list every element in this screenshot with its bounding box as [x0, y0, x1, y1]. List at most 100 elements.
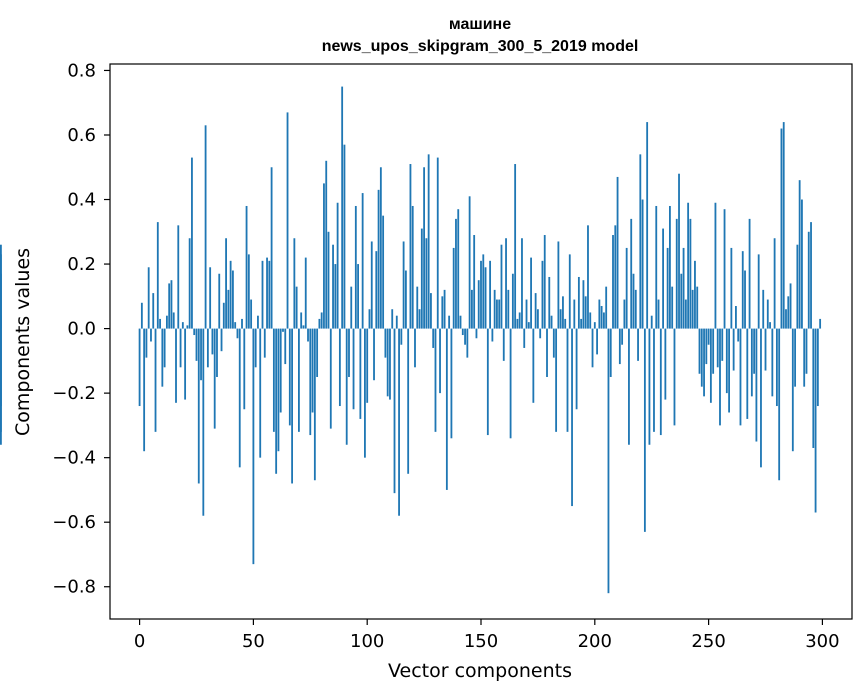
bar	[270, 167, 273, 329]
bar	[263, 328, 266, 358]
bar	[234, 322, 237, 329]
bar	[543, 235, 546, 329]
bar	[370, 241, 373, 329]
bar	[691, 289, 694, 329]
bar	[589, 312, 592, 329]
bar	[423, 167, 426, 329]
bar	[436, 157, 439, 329]
bar	[568, 254, 571, 329]
bar	[719, 328, 721, 426]
y-tick-label: 0.4	[67, 190, 96, 211]
bar	[659, 328, 662, 436]
bar	[241, 318, 243, 329]
bar	[716, 328, 719, 368]
bar	[334, 264, 337, 329]
bar	[523, 328, 526, 348]
bar	[814, 328, 817, 513]
bar	[477, 280, 480, 329]
bar	[780, 128, 783, 329]
bar	[555, 328, 558, 432]
bar	[357, 264, 359, 329]
bar	[184, 328, 187, 400]
bar	[709, 328, 712, 403]
x-tick-label: 250	[691, 631, 725, 652]
bar	[782, 122, 785, 329]
bar	[336, 202, 339, 329]
bar	[750, 328, 753, 397]
bar	[684, 299, 687, 329]
bar	[407, 328, 410, 474]
bar	[757, 254, 760, 329]
bar	[461, 328, 464, 336]
bar	[200, 328, 202, 381]
bar	[746, 328, 749, 419]
bar	[395, 315, 398, 329]
bar	[318, 318, 321, 329]
bar	[304, 257, 307, 329]
bar	[769, 322, 771, 329]
bar	[250, 299, 253, 329]
bar	[634, 289, 637, 329]
bar	[632, 273, 635, 329]
bar	[573, 299, 576, 329]
bar	[778, 328, 781, 481]
bar	[518, 312, 521, 329]
bar	[598, 299, 601, 329]
bar	[327, 231, 330, 329]
bar	[680, 273, 683, 329]
bar	[393, 328, 396, 494]
bar	[525, 299, 528, 329]
bar	[755, 328, 758, 442]
bar	[678, 173, 680, 329]
bar	[238, 328, 241, 468]
bar	[455, 218, 457, 329]
bar	[787, 296, 790, 329]
bar	[350, 286, 353, 329]
bar	[418, 309, 421, 329]
bar	[159, 318, 161, 329]
bar	[445, 328, 448, 490]
bar	[643, 328, 646, 532]
bar	[605, 286, 608, 329]
bar	[302, 325, 305, 329]
bar	[345, 328, 348, 445]
bar	[247, 254, 250, 329]
bar	[284, 328, 287, 365]
bar	[639, 154, 642, 329]
bar	[420, 228, 423, 329]
bar	[732, 328, 735, 371]
bar-series	[0, 86, 822, 594]
bar	[434, 328, 437, 432]
bar	[669, 205, 671, 329]
bar	[637, 328, 639, 361]
bar	[516, 318, 519, 329]
bar	[771, 328, 774, 397]
bar	[607, 328, 610, 594]
y-tick-label: 0.0	[67, 319, 96, 340]
bar	[505, 238, 507, 329]
bar	[332, 244, 334, 329]
bar	[582, 280, 585, 329]
bar	[243, 328, 246, 410]
bar	[154, 328, 157, 432]
bar	[468, 196, 471, 329]
bar	[630, 218, 633, 329]
bar	[400, 328, 403, 345]
bar	[177, 225, 180, 329]
bar	[587, 225, 589, 329]
bar	[766, 299, 769, 329]
bar	[218, 273, 221, 329]
bar	[338, 328, 341, 407]
bar	[641, 199, 644, 329]
bar	[439, 328, 441, 394]
bar	[675, 218, 678, 329]
bar	[222, 302, 225, 329]
x-axis-label: Vector components	[388, 660, 572, 682]
bar	[798, 180, 801, 329]
x-tick-label: 50	[242, 631, 265, 652]
bar	[796, 244, 799, 329]
bar	[291, 328, 293, 484]
bar	[584, 296, 587, 329]
bar	[502, 328, 505, 361]
